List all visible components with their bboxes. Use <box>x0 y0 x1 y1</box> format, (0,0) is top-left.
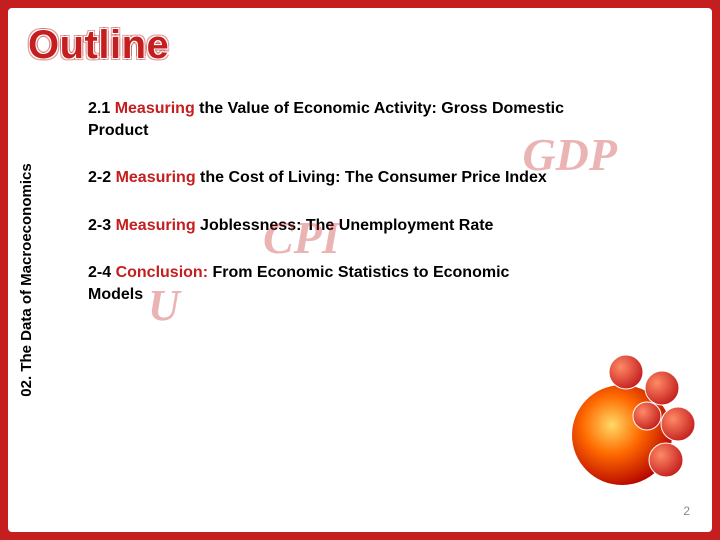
outline-item: 2-3 Measuring Joblessness: The Unemploym… <box>88 215 568 237</box>
item-highlight: Conclusion: <box>116 264 208 281</box>
item-number: 2-4 <box>88 264 111 281</box>
item-highlight: Measuring <box>115 100 195 117</box>
slide-frame: Outline 02. The Data of Macroeconomics 2… <box>8 8 712 532</box>
item-highlight: Measuring <box>116 217 196 234</box>
outline-item: 2-2 Measuring the Cost of Living: The Co… <box>88 167 568 189</box>
item-number: 2-3 <box>88 217 111 234</box>
page-number: 2 <box>683 504 690 518</box>
decorative-orbs-icon <box>544 340 704 490</box>
item-highlight: Measuring <box>116 169 196 186</box>
outline-item: 2-4 Conclusion: From Economic Statistics… <box>88 262 568 305</box>
slide-title: Outline <box>28 23 169 68</box>
outline-item: 2.1 Measuring the Value of Economic Acti… <box>88 98 568 141</box>
item-text: Joblessness: The Unemployment Rate <box>196 217 494 234</box>
outline-list: 2.1 Measuring the Value of Economic Acti… <box>88 98 672 332</box>
item-number: 2.1 <box>88 100 110 117</box>
item-number: 2-2 <box>88 169 111 186</box>
chapter-label: 02. The Data of Macroeconomics <box>18 164 35 397</box>
item-text: the Cost of Living: The Consumer Price I… <box>196 169 547 186</box>
